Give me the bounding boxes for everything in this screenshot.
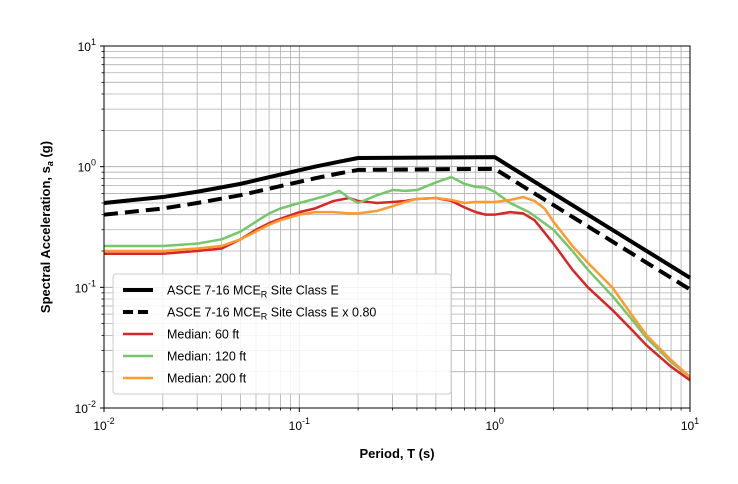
x-tick-label: 101 bbox=[681, 416, 699, 433]
x-tick-label-exp: -1 bbox=[302, 416, 310, 426]
y-tick-label: 10-2 bbox=[75, 399, 96, 416]
y-tick-label: 101 bbox=[78, 37, 96, 54]
legend-label-2: ASCE 7-16 MCER Site Class E x 0.80 bbox=[167, 306, 376, 322]
legend-box bbox=[112, 273, 452, 395]
y-axis-label-main: Spectral Acceleration, s bbox=[38, 166, 53, 313]
y-axis-label-sub: a bbox=[45, 161, 55, 166]
x-tick-label: 100 bbox=[485, 416, 503, 433]
y-tick-label: 100 bbox=[78, 158, 96, 175]
y-tick-label-base: 10 bbox=[78, 40, 92, 54]
y-axis-label: Spectral Acceleration, sa (g) bbox=[38, 141, 55, 313]
legend-label-text: Median: 120 ft bbox=[167, 350, 247, 364]
legend-label-subscript: R bbox=[261, 312, 268, 322]
legend-label-5: Median: 200 ft bbox=[167, 372, 247, 386]
legend-label-3: Median: 60 ft bbox=[167, 328, 240, 342]
legend-label-suffix: Site Class E bbox=[267, 284, 339, 298]
legend-label-text: ASCE 7-16 MCE bbox=[167, 306, 261, 320]
x-tick-label: 10-1 bbox=[289, 416, 310, 433]
x-tick-label-base: 10 bbox=[681, 419, 695, 433]
y-tick-label-exp: -2 bbox=[88, 399, 96, 409]
legend-label-text: Median: 60 ft bbox=[167, 328, 240, 342]
y-tick-label-exp: 1 bbox=[91, 37, 96, 47]
y-tick-label-base: 10 bbox=[75, 402, 89, 416]
x-tick-label-exp: -2 bbox=[107, 416, 115, 426]
legend-label-text: Median: 200 ft bbox=[167, 372, 247, 386]
y-axis-label-unit: (g) bbox=[38, 141, 53, 161]
x-axis-label: Period, T (s) bbox=[359, 446, 434, 461]
x-tick-label-exp: 1 bbox=[694, 416, 699, 426]
plot-frame bbox=[103, 45, 691, 409]
x-tick-label-base: 10 bbox=[93, 419, 107, 433]
y-tick-label-exp: 0 bbox=[91, 158, 96, 168]
x-tick-label: 10-2 bbox=[93, 416, 114, 433]
series-line-5 bbox=[104, 195, 691, 379]
legend-label-1: ASCE 7-16 MCER Site Class E bbox=[167, 284, 339, 300]
series-line-4 bbox=[104, 175, 691, 379]
x-tick-label-exp: 0 bbox=[499, 416, 504, 426]
y-tick-label-base: 10 bbox=[75, 281, 89, 295]
y-tick-label-base: 10 bbox=[78, 161, 92, 175]
legend-label-text: ASCE 7-16 MCE bbox=[167, 284, 261, 298]
legend-label-subscript: R bbox=[261, 290, 268, 300]
y-tick-label: 10-1 bbox=[75, 278, 96, 295]
legend-label-4: Median: 120 ft bbox=[167, 350, 247, 364]
series-line-1 bbox=[103, 155, 692, 280]
series-lines bbox=[103, 155, 692, 382]
legend-label-suffix: Site Class E x 0.80 bbox=[267, 306, 376, 320]
series-line-2 bbox=[103, 166, 692, 292]
x-tick-label-base: 10 bbox=[485, 419, 499, 433]
x-tick-label-base: 10 bbox=[289, 419, 303, 433]
y-tick-label-exp: -1 bbox=[88, 278, 96, 288]
